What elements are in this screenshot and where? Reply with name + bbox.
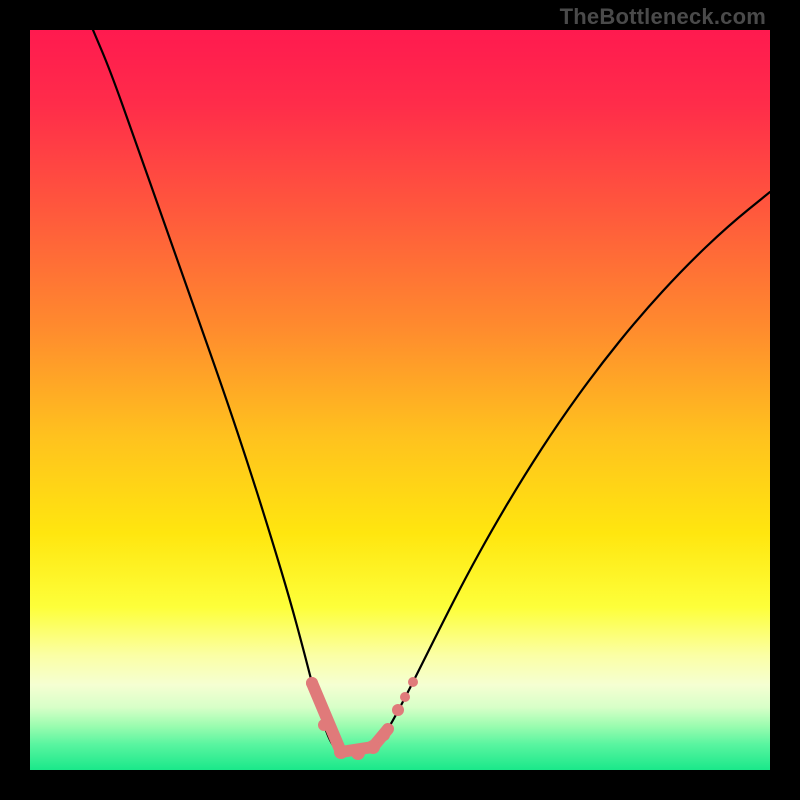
highlight-dot — [408, 677, 418, 687]
highlight-dot — [392, 704, 404, 716]
plot-area — [30, 30, 770, 770]
highlight-dot — [351, 746, 365, 760]
highlight-dot — [400, 692, 410, 702]
highlight-dot — [306, 677, 318, 689]
chart-svg — [0, 0, 800, 800]
highlight-dot — [378, 729, 390, 741]
chart-stage: TheBottleneck.com — [0, 0, 800, 800]
highlight-dot — [366, 740, 380, 754]
highlight-dot — [318, 719, 330, 731]
highlight-dot — [334, 745, 348, 759]
watermark-text: TheBottleneck.com — [560, 4, 766, 30]
